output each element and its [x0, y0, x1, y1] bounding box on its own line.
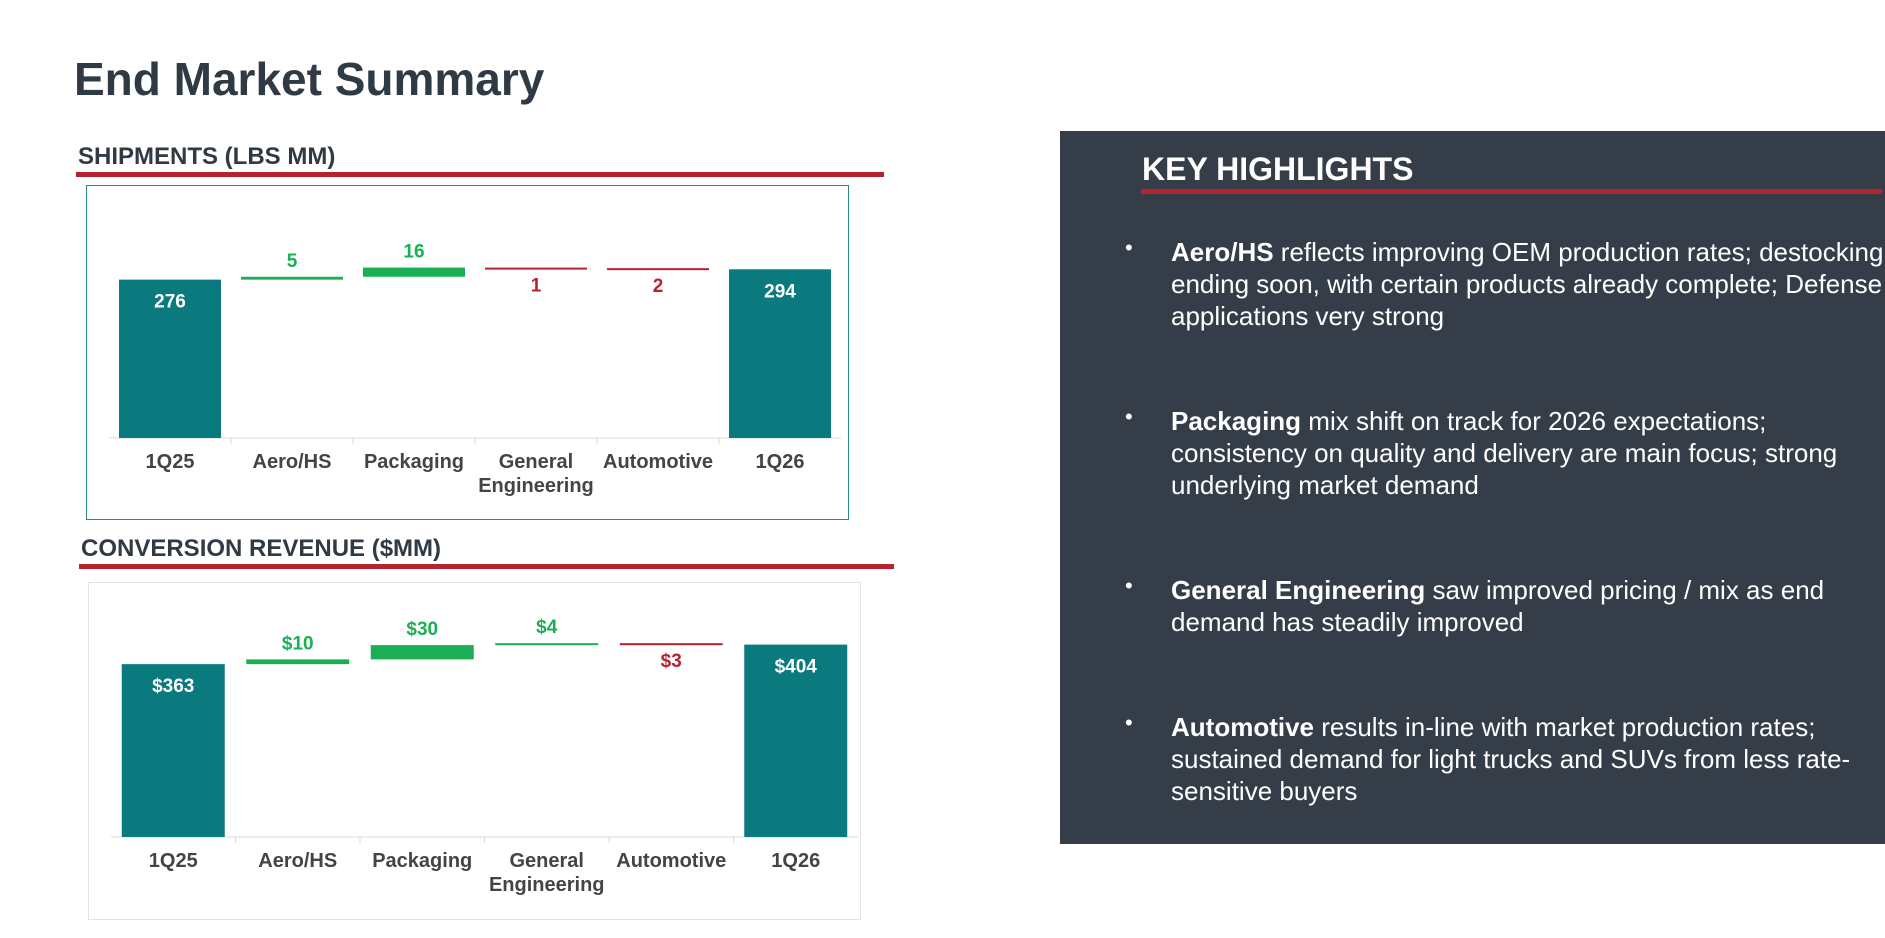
- key-highlights-panel: KEY HIGHLIGHTS • Aero/HS reflects improvi…: [1060, 131, 1885, 844]
- data-label-5: 294: [764, 281, 796, 302]
- category-label-3: General Engineering: [489, 850, 605, 896]
- bar-3: [495, 643, 599, 646]
- key-highlights-title: KEY HIGHLIGHTS: [1142, 151, 1414, 187]
- bar-1: [241, 276, 343, 280]
- highlight-bold: General Engineering: [1171, 575, 1426, 605]
- bar-0: [119, 279, 221, 438]
- data-label-5: $404: [775, 657, 818, 678]
- bar-2: [363, 267, 465, 277]
- category-label-3: General Engineering: [478, 451, 594, 497]
- highlight-bold: Automotive: [1171, 712, 1314, 742]
- highlight-text: reflects improving OEM production rates;…: [1171, 237, 1884, 331]
- category-label-2: Packaging: [364, 451, 464, 473]
- key-highlights-rule: [1141, 189, 1882, 194]
- data-label-3: $4: [536, 617, 558, 638]
- bar-4: [619, 643, 723, 646]
- category-label-1: Aero/HS: [258, 850, 337, 872]
- bar-3: [485, 267, 587, 270]
- highlight-item-aero: • Aero/HS reflects improving OEM producti…: [1125, 235, 1885, 332]
- category-label-5: 1Q26: [771, 850, 820, 872]
- category-label-1: Aero/HS: [253, 451, 332, 473]
- highlight-item-general-engineering: • General Engineering saw improved pricin…: [1125, 573, 1885, 638]
- data-label-0: $363: [152, 676, 194, 697]
- bar-4: [607, 268, 709, 271]
- revenue-chart-title: CONVERSION REVENUE ($MM): [81, 535, 442, 562]
- highlight-bold: Aero/HS: [1171, 237, 1274, 267]
- shipments-chart-svg: 276 1Q25 5 Aero/HS 16 Packaging 1 General Engine…: [109, 242, 841, 497]
- category-label-2: Packaging: [372, 850, 472, 872]
- bar-5: [744, 644, 848, 837]
- category-label-5: 1Q26: [756, 451, 805, 473]
- data-label-4: 2: [653, 276, 664, 297]
- category-label-4: Automotive: [603, 451, 713, 473]
- highlight-item-automotive: • Automotive results in-line with market …: [1125, 710, 1885, 807]
- bullet-icon: •: [1125, 710, 1133, 735]
- data-label-3: 1: [531, 276, 542, 297]
- highlight-text: results in-line with market production r…: [1171, 712, 1851, 806]
- highlight-text: saw improved pricing / mix as end demand…: [1171, 575, 1825, 637]
- data-label-0: 276: [154, 292, 186, 313]
- bar-0: [121, 664, 225, 837]
- highlight-text: mix shift on track for 2026 expectations…: [1171, 406, 1838, 500]
- data-label-1: $10: [282, 633, 314, 654]
- data-label-1: 5: [287, 251, 298, 272]
- bullet-icon: •: [1125, 404, 1133, 429]
- bar-2: [370, 645, 474, 660]
- data-label-2: 16: [403, 242, 424, 263]
- category-label-0: 1Q25: [149, 850, 198, 872]
- bullet-icon: •: [1125, 235, 1133, 260]
- shipments-chart: 276 1Q25 5 Aero/HS 16 Packaging 1 General Engine…: [86, 185, 849, 520]
- shipments-title-rule: [76, 172, 884, 177]
- bar-5: [729, 269, 831, 438]
- shipments-chart-title: SHIPMENTS (LBS MM): [78, 143, 336, 170]
- bullet-icon: •: [1125, 573, 1133, 598]
- highlight-bold: Packaging: [1171, 406, 1302, 436]
- category-label-0: 1Q25: [146, 451, 195, 473]
- page-title: End Market Summary: [74, 53, 545, 105]
- revenue-chart: $363 1Q25 $10 Aero/HS $30 Packaging $4 General E…: [88, 582, 861, 920]
- category-label-4: Automotive: [616, 850, 726, 872]
- data-label-4: $3: [661, 651, 682, 672]
- revenue-chart-svg: $363 1Q25 $10 Aero/HS $30 Packaging $4 General E…: [111, 617, 858, 896]
- highlight-item-packaging: • Packaging mix shift on track for 2026 e…: [1125, 404, 1885, 501]
- bar-1: [246, 659, 350, 665]
- data-label-2: $30: [406, 619, 438, 640]
- revenue-title-rule: [79, 564, 894, 569]
